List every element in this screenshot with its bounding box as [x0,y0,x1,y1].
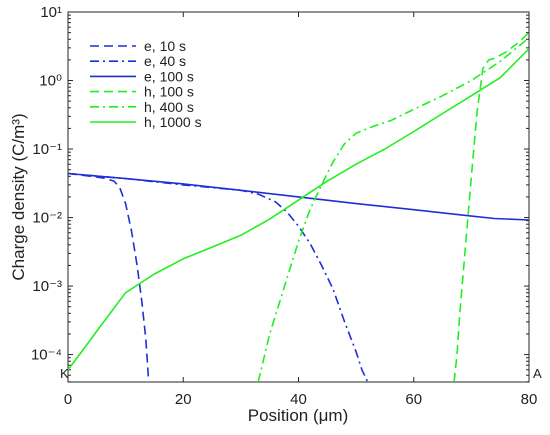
x-tick-labels: 0 20 40 60 80 [64,391,538,408]
x-tick-label: 0 [64,391,72,408]
anode-label: A [533,366,542,381]
legend-label: h, 400 s [144,99,194,115]
y-axis-label: Charge density (C/m³) [9,113,28,280]
x-tick-label: 20 [175,391,192,408]
y-tick-label: 10⁻¹ [32,141,62,158]
legend: e, 10 se, 40 se, 100 sh, 100 sh, 400 sh,… [90,38,202,130]
y-tick-label: 10⁻³ [32,278,62,295]
series-layer [68,32,529,382]
legend-label: h, 1000 s [144,114,202,130]
legend-label: e, 100 s [144,68,194,84]
y-tick-label: 10⁰ [39,73,62,90]
x-tick-label: 60 [405,391,422,408]
series-line-5 [257,37,529,382]
x-tick-label: 80 [521,391,538,408]
y-tick-label: 10⁻² [32,210,62,227]
x-tick-label: 40 [290,391,307,408]
series-line-3 [68,172,529,221]
cathode-label: K [60,366,69,381]
legend-label: h, 100 s [144,84,194,100]
series-line-6 [68,48,529,371]
series-line-4 [453,32,529,382]
axis-ticks [67,11,530,383]
y-tick-label: 10¹ [40,4,62,21]
legend-label: e, 40 s [144,53,186,69]
x-axis-label: Position (μm) [248,406,348,425]
legend-label: e, 10 s [144,38,186,54]
y-tick-label: 10⁻⁴ [31,347,62,364]
y-tick-labels: 10⁻⁴ 10⁻³ 10⁻² 10⁻¹ 10⁰ 10¹ [31,4,62,364]
series-line-1 [68,172,150,382]
